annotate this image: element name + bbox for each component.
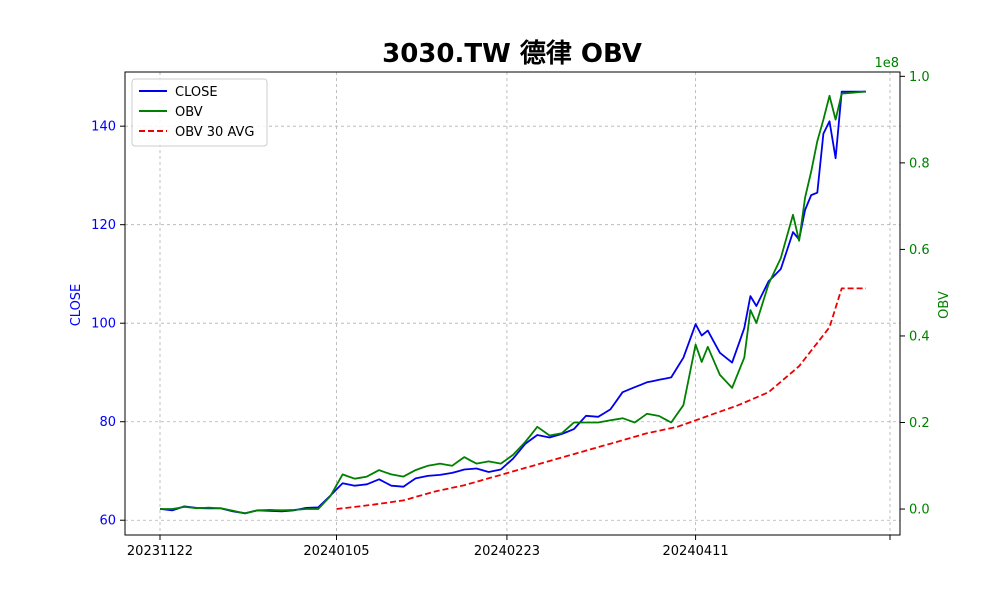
y-left-tick-label: 60 [99, 514, 116, 529]
y-right-tick-label: 0.4 [909, 329, 930, 344]
y-left-tick-label: 140 [91, 120, 116, 135]
y-left-tick-label: 120 [91, 218, 116, 233]
x-tick-label: 20240411 [663, 544, 729, 559]
legend-close-label: CLOSE [175, 85, 218, 100]
chart-title: 3030.TW 德律 OBV [382, 39, 642, 69]
x-tick-label: 20231122 [127, 544, 193, 559]
legend-obv-avg-label: OBV 30 AVG [175, 125, 254, 140]
y-axis-left-label: CLOSE [69, 284, 84, 327]
y-left-tick-label: 80 [99, 415, 116, 430]
y-right-tick-label: 0.0 [909, 503, 930, 518]
y-right-tick-label: 0.6 [909, 243, 930, 258]
grid [125, 72, 900, 535]
legend: CLOSE OBV OBV 30 AVG [131, 78, 268, 147]
y-right-tick-label: 1.0 [909, 70, 930, 85]
x-tick-label: 20240105 [303, 544, 369, 559]
axes: 20231122 20240105 20240223 20240411 60 80 100 1… [91, 70, 930, 559]
plot-frame [124, 71, 901, 536]
close-series-line [159, 90, 866, 515]
legend-obv-label: OBV [175, 105, 203, 120]
x-tick-label: 20240223 [474, 544, 540, 559]
series-layer [159, 90, 867, 515]
obv-series-line [160, 90, 867, 515]
right-axis-offset-text: 1e8 [874, 56, 899, 71]
y-right-tick-label: 0.8 [909, 156, 930, 171]
y-right-tick-label: 0.2 [909, 416, 930, 431]
y-left-tick-label: 100 [91, 317, 116, 332]
y-axis-right-label: OBV [937, 291, 952, 319]
legend-box [131, 78, 268, 147]
obv-30-avg-series-line [336, 287, 866, 510]
